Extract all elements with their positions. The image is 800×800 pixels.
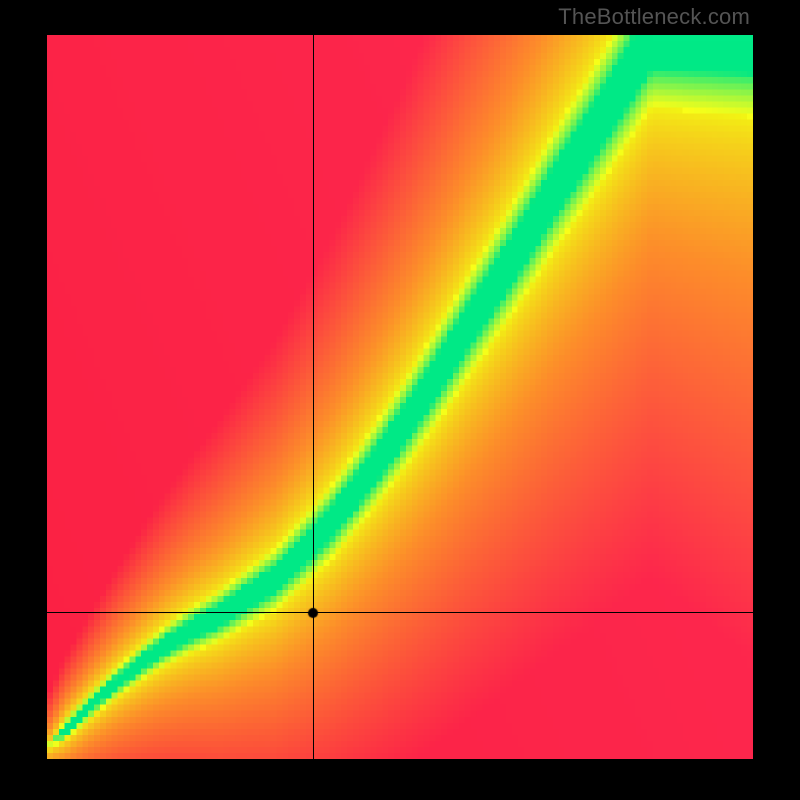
crosshair-vertical <box>313 35 314 759</box>
watermark-text: TheBottleneck.com <box>558 4 750 30</box>
bottleneck-heatmap <box>47 35 753 759</box>
crosshair-horizontal <box>47 612 753 613</box>
